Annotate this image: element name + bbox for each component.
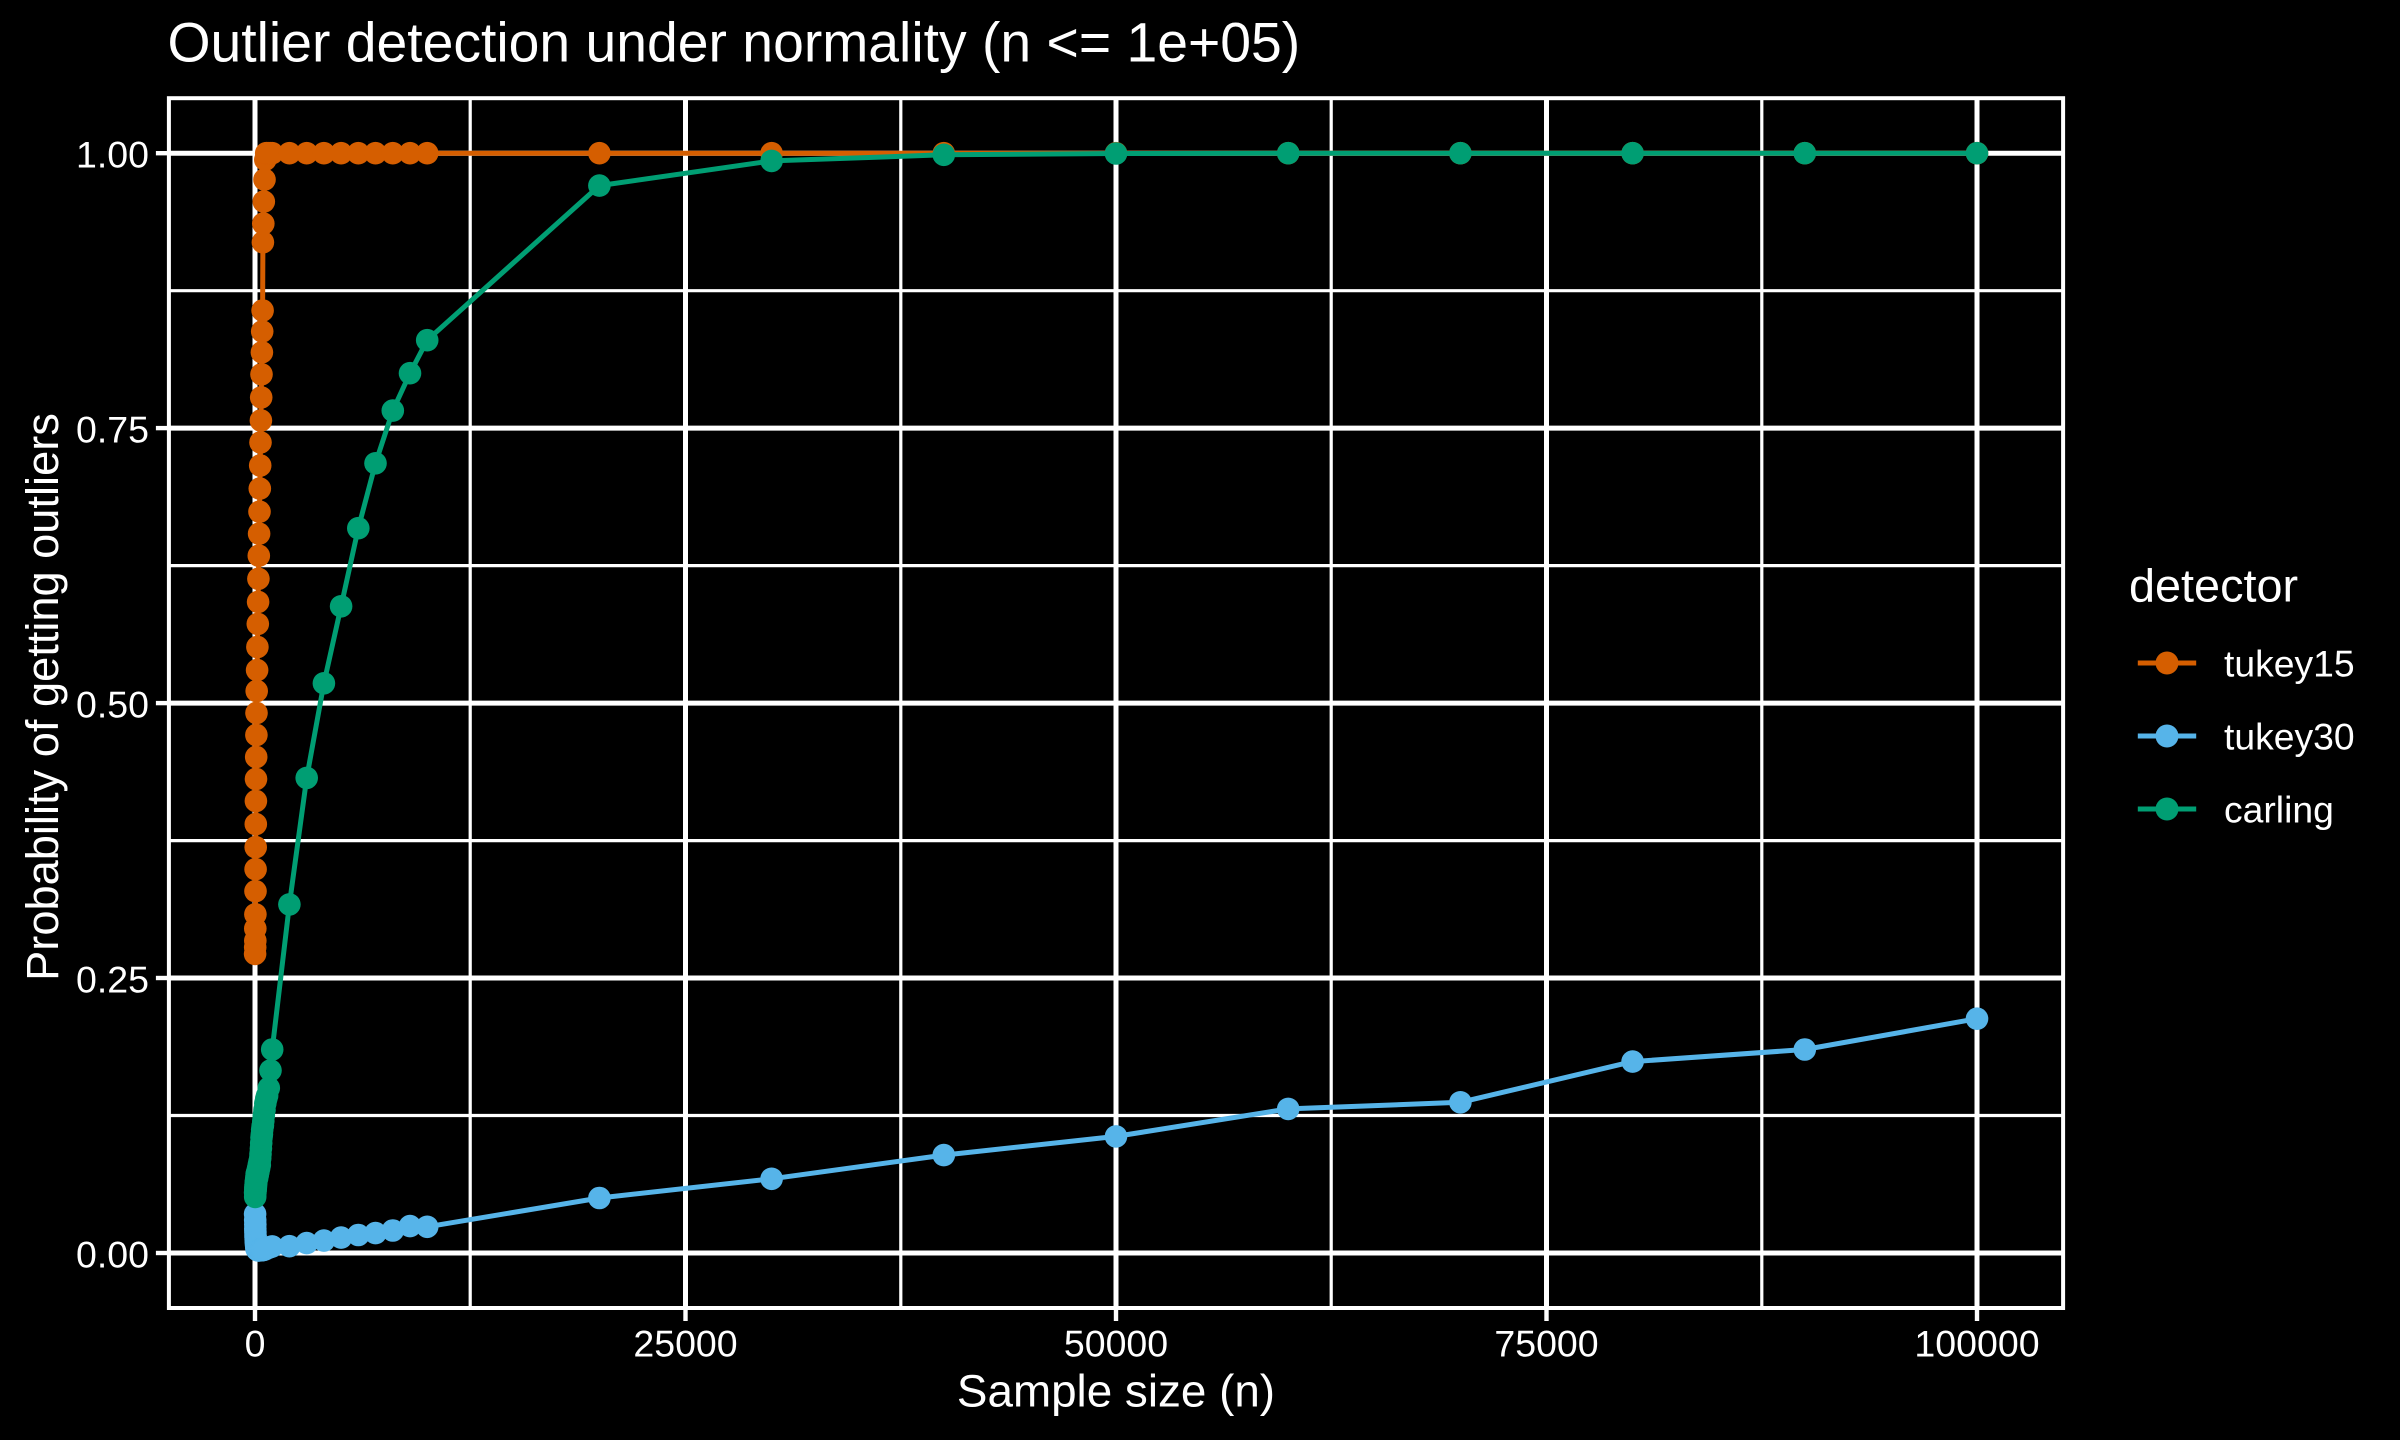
svg-text:tukey30: tukey30 [2224, 716, 2355, 758]
svg-text:detector: detector [2129, 560, 2298, 612]
svg-text:0.50: 0.50 [76, 684, 149, 726]
svg-text:0.75: 0.75 [76, 409, 149, 451]
svg-text:carling: carling [2224, 789, 2334, 831]
svg-text:75000: 75000 [1494, 1323, 1598, 1365]
svg-text:0: 0 [245, 1323, 266, 1365]
svg-text:50000: 50000 [1064, 1323, 1168, 1365]
svg-text:Probability of getting outlier: Probability of getting outliers [17, 413, 68, 981]
svg-text:25000: 25000 [633, 1323, 737, 1365]
svg-text:0.00: 0.00 [76, 1234, 149, 1276]
svg-text:tukey15: tukey15 [2224, 643, 2355, 685]
svg-text:Sample size (n): Sample size (n) [957, 1366, 1275, 1417]
svg-text:100000: 100000 [1914, 1323, 2039, 1365]
svg-text:Outlier detection under normal: Outlier detection under normality (n <= … [168, 12, 1301, 74]
svg-text:1.00: 1.00 [76, 134, 149, 176]
svg-text:0.25: 0.25 [76, 959, 149, 1001]
